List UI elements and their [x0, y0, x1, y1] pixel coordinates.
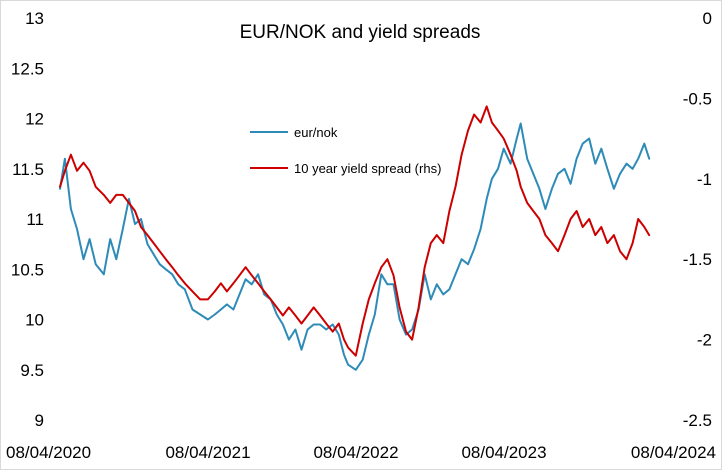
x-tick-label: 08/04/2023: [461, 443, 546, 462]
chart-title: EUR/NOK and yield spreads: [240, 22, 481, 43]
right-tick-label: -1.5: [683, 250, 712, 269]
series-line-yield-spread: [59, 105, 651, 357]
left-tick-label: 13: [25, 9, 44, 28]
right-tick-label: 0: [703, 9, 712, 28]
right-axis-ticks: -2.5 -2 -1.5 -1 -0.5 0: [683, 9, 712, 430]
right-tick-label: -2.5: [683, 411, 712, 430]
x-tick-label: 08/04/2020: [6, 443, 91, 462]
x-tick-label: 08/04/2022: [313, 443, 398, 462]
left-tick-label: 11.5: [12, 160, 44, 179]
left-tick-label: 10: [25, 311, 44, 330]
x-tick-label: 08/04/2024: [631, 443, 716, 462]
x-tick-label: 08/04/2021: [165, 443, 250, 462]
left-tick-label: 9.5: [20, 361, 44, 380]
left-tick-label: 10.5: [11, 260, 44, 279]
series-line-eur-nok: [59, 122, 651, 371]
right-tick-label: -1: [697, 170, 712, 189]
left-tick-label: 12.5: [11, 59, 44, 78]
legend-label-eur-nok: eur/nok: [294, 125, 338, 140]
left-tick-label: 12: [25, 110, 44, 129]
left-tick-label: 11: [26, 210, 44, 229]
right-tick-label: -2: [697, 331, 712, 350]
legend: eur/nok 10 year yield spread (rhs): [250, 125, 441, 176]
left-tick-label: 9: [35, 411, 44, 430]
series-lines: [59, 105, 651, 371]
legend-label-yield-spread: 10 year yield spread (rhs): [294, 161, 441, 176]
left-axis-ticks: 9 9.5 10 10.5 11 11.5 12 12.5 13: [11, 9, 44, 430]
x-axis-ticks: 08/04/2020 08/04/2021 08/04/2022 08/04/2023…: [6, 443, 716, 462]
right-tick-label: -0.5: [683, 89, 712, 108]
